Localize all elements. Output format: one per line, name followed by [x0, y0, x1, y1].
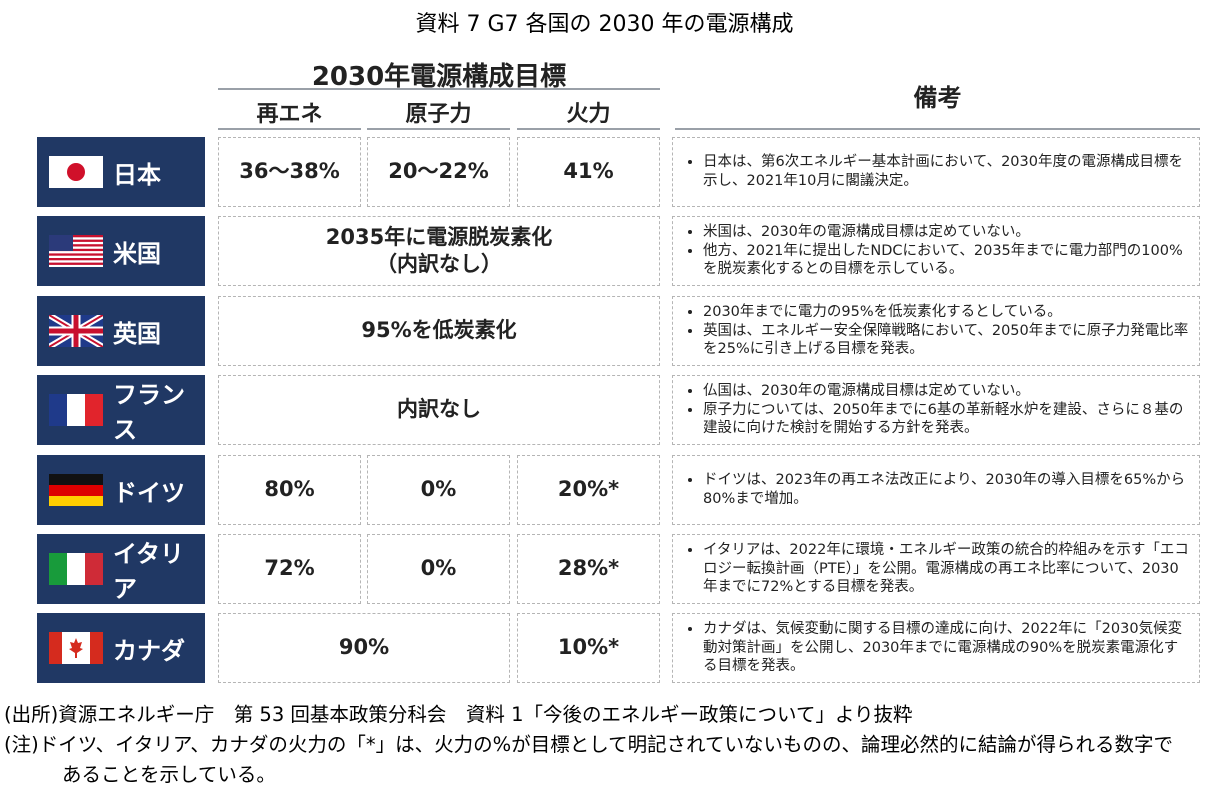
remarks-cell: イタリアは、2022年に環境・エネルギー政策の統合的枠組みを示す「エコロジー転換… [672, 534, 1200, 604]
target-cell: 2035年に電源脱炭素化 （内訳なし） [218, 216, 660, 286]
country-name: イタリア [113, 540, 185, 603]
remark: 他方、2021年に提出したNDCにおいて、2035年までに電力部門の100%を脱… [703, 242, 1191, 280]
target-cell: 72% [218, 534, 361, 604]
country-cell: 日本 [37, 137, 205, 207]
remarks-list: イタリアは、2022年に環境・エネルギー政策の統合的枠組みを示す「エコロジー転換… [673, 541, 1199, 598]
target-cell: 10%* [517, 613, 660, 683]
column-header: 再エネ [256, 102, 323, 127]
target-cell: 内訳なし [218, 375, 660, 445]
country-name: 英国 [113, 319, 161, 348]
flag [49, 394, 103, 426]
remarks-list: 仏国は、2030年の電源構成目標は定めていない。原子力については、2050年まで… [673, 382, 1199, 439]
country-cell: 米国 [37, 216, 205, 286]
remarks-header: 備考 [913, 84, 962, 112]
remark: 英国は、エネルギー安全保障戦略において、2050年までに原子力発電比率を25%に… [703, 322, 1191, 360]
target-cell: 20～22% [367, 137, 510, 207]
column-header: 原子力 [405, 102, 472, 127]
remark: 2030年までに電力の95%を低炭素化するとしている。 [703, 303, 1191, 322]
footnote: (出所)資源エネルギー庁 第 53 回基本政策分科会 資料 1「今後のエネルギー… [4, 703, 913, 726]
remark: 原子力については、2050年までに6基の革新軽水炉を建設、さらに８基の建設に向け… [703, 401, 1191, 439]
remark: イタリアは、2022年に環境・エネルギー政策の統合的枠組みを示す「エコロジー転換… [703, 541, 1191, 598]
remarks-list: 2030年までに電力の95%を低炭素化するとしている。英国は、エネルギー安全保障… [673, 303, 1199, 360]
country-cell: フランス [37, 375, 205, 445]
target-cell: 0% [367, 534, 510, 604]
target-cell: 28%* [517, 534, 660, 604]
country-name: 米国 [113, 239, 161, 268]
country-name: カナダ [113, 636, 185, 665]
flag [49, 235, 103, 267]
remarks-cell: 仏国は、2030年の電源構成目標は定めていない。原子力については、2050年まで… [672, 375, 1200, 445]
country-cell: カナダ [37, 613, 205, 683]
remark: 日本は、第6次エネルギー基本計画において、2030年度の電源構成目標を示し、20… [703, 153, 1191, 191]
column-rule [218, 128, 361, 130]
target-cell: 0% [367, 455, 510, 525]
remarks-cell: ドイツは、2023年の再エネ法改正により、2030年の導入目標を65%から80%… [672, 455, 1200, 525]
remark: ドイツは、2023年の再エネ法改正により、2030年の導入目標を65%から80%… [703, 471, 1191, 509]
target-cell: 90% [218, 613, 510, 683]
page-title: 資料 7 G7 各国の 2030 年の電源構成 [415, 12, 794, 37]
target-cell: 20%* [517, 455, 660, 525]
country-cell: ドイツ [37, 455, 205, 525]
remark: 米国は、2030年の電源構成目標は定めていない。 [703, 223, 1191, 242]
header-rule [675, 128, 1200, 130]
flag [49, 632, 103, 664]
flag [49, 474, 103, 506]
target-cell: 41% [517, 137, 660, 207]
flag [49, 156, 103, 188]
remarks-cell: 米国は、2030年の電源構成目標は定めていない。他方、2021年に提出したNDC… [672, 216, 1200, 286]
flag [49, 553, 103, 585]
remarks-list: ドイツは、2023年の再エネ法改正により、2030年の導入目標を65%から80%… [673, 471, 1199, 509]
remarks-list: 米国は、2030年の電源構成目標は定めていない。他方、2021年に提出したNDC… [673, 223, 1199, 280]
target-cell: 36～38% [218, 137, 361, 207]
header-rule [218, 88, 660, 90]
remarks-list: 日本は、第6次エネルギー基本計画において、2030年度の電源構成目標を示し、20… [673, 153, 1199, 191]
target-header: 2030年電源構成目標 [311, 62, 567, 92]
country-name: フランス [113, 381, 185, 444]
country-name: ドイツ [113, 478, 185, 507]
target-cell: 95%を低炭素化 [218, 296, 660, 366]
country-name: 日本 [113, 160, 161, 189]
footnote: (注)ドイツ、イタリア、カナダの火力の「*」は、火力の%が目標として明記されてい… [4, 733, 1174, 786]
remarks-cell: カナダは、気候変動に関する目標の達成に向け、2022年に「2030気候変動対策計… [672, 613, 1200, 683]
flag [49, 315, 103, 347]
column-rule [517, 128, 660, 130]
remarks-cell: 2030年までに電力の95%を低炭素化するとしている。英国は、エネルギー安全保障… [672, 296, 1200, 366]
remark: 仏国は、2030年の電源構成目標は定めていない。 [703, 382, 1191, 401]
country-cell: イタリア [37, 534, 205, 604]
remarks-list: カナダは、気候変動に関する目標の達成に向け、2022年に「2030気候変動対策計… [673, 620, 1199, 677]
target-cell: 80% [218, 455, 361, 525]
column-rule [367, 128, 510, 130]
remark: カナダは、気候変動に関する目標の達成に向け、2022年に「2030気候変動対策計… [703, 620, 1191, 677]
remarks-cell: 日本は、第6次エネルギー基本計画において、2030年度の電源構成目標を示し、20… [672, 137, 1200, 207]
column-header: 火力 [566, 102, 611, 127]
country-cell: 英国 [37, 296, 205, 366]
